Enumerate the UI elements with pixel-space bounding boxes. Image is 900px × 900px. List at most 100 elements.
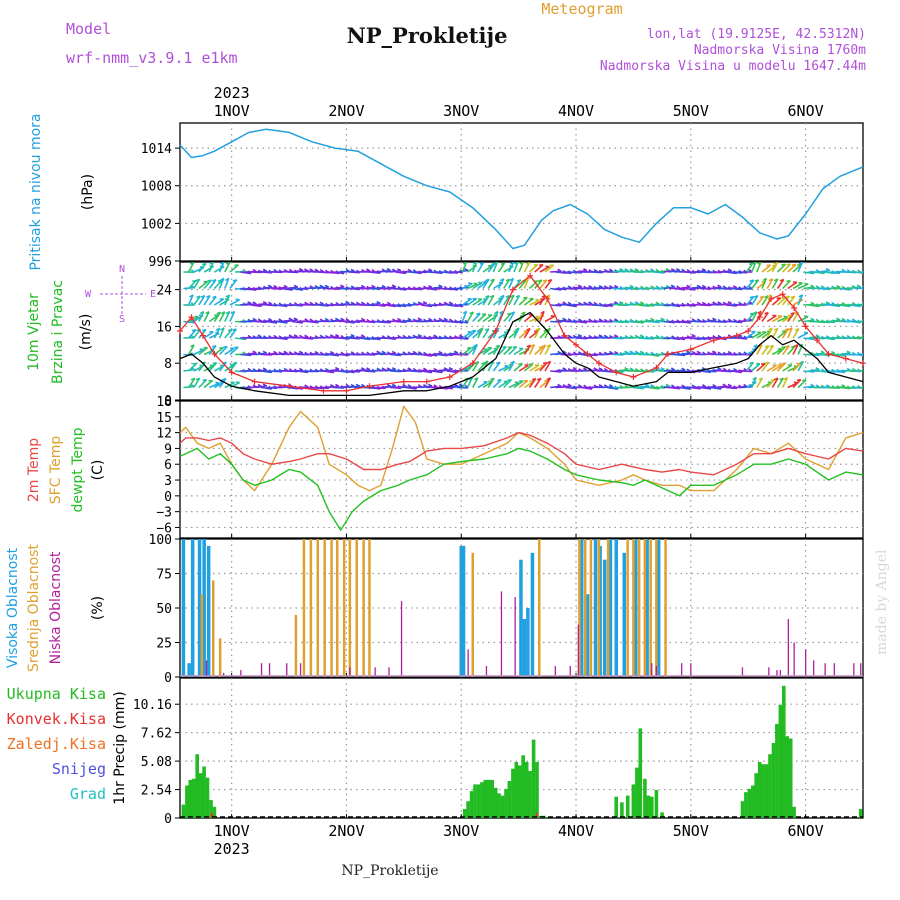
wind-barb-head [495, 344, 500, 348]
wind-barb-head [712, 350, 717, 354]
top-date-label-4: 5NOV [673, 102, 709, 120]
wind-barb-head [802, 379, 807, 382]
wind-barb-head [712, 384, 717, 388]
coordinates-label: lon,lat (19.9125E, 42.5312N) [647, 27, 866, 42]
wind-barb [529, 316, 540, 323]
wind-barb-head [681, 367, 686, 371]
wind-barb-head [521, 311, 526, 315]
wind-barb [787, 345, 796, 356]
wind-barb-head [717, 284, 722, 288]
wind-barb [224, 262, 231, 273]
wind-barb [208, 382, 220, 389]
wind-gust-marker [446, 374, 453, 380]
wind-barb-head [639, 301, 645, 305]
wind-barb [581, 386, 593, 390]
wind-barb-head [283, 350, 288, 354]
cloud-bar-high [526, 608, 530, 677]
temp-axis-title-1: 2m Temp [26, 438, 42, 502]
wind-barb-head [856, 284, 862, 288]
wind-barb-head [299, 367, 304, 372]
wind-barb-head [252, 301, 257, 305]
wind-barb-head [868, 286, 872, 288]
wind-barb [472, 330, 482, 339]
wind-barb [792, 282, 803, 290]
precip-bar [792, 806, 796, 818]
wind-barb-head [189, 294, 194, 298]
wind-barb [203, 379, 214, 389]
wind-barb-head [273, 350, 278, 355]
wind-barb-head [423, 367, 428, 371]
wind-barb-head [507, 346, 512, 349]
wind-barb-head [525, 262, 531, 265]
wind-barb [188, 329, 197, 339]
wind-barb [229, 279, 238, 289]
precip-bar [209, 800, 213, 818]
wind-barb-head [841, 317, 846, 322]
precip-bar [754, 773, 758, 818]
precip-bar [524, 762, 529, 818]
wind-barb [218, 378, 227, 388]
wind-barb [508, 262, 515, 273]
wind-barb-head [727, 268, 732, 272]
wind-gust-marker [779, 291, 786, 298]
cloud-bar-low [655, 666, 657, 677]
wind-barb-head [361, 301, 366, 305]
wind-barb-head [458, 383, 464, 387]
cloud-bar-low [467, 649, 469, 677]
wind-barb-head [825, 301, 831, 305]
wind-barb-head [624, 268, 629, 272]
cloud-bar-high [580, 539, 584, 677]
wind-barb [477, 362, 486, 372]
bottom-date-label-4: 5NOV [673, 822, 709, 840]
wind-barb-head [868, 304, 871, 307]
top-date-label-3: 4NOV [558, 102, 594, 120]
wind-barb-head [304, 318, 309, 322]
cloud-bar-mid [606, 539, 610, 677]
wind-barb [792, 379, 802, 389]
pressure-unit: (hPa) [80, 174, 96, 210]
cloud-unit: (%) [90, 596, 106, 620]
wind-barb [761, 345, 770, 355]
wind-barb-head [262, 383, 268, 387]
wind-barb-head [753, 295, 759, 299]
wind-barb [750, 377, 757, 388]
precip-bar [625, 795, 630, 818]
wind-barb [839, 304, 851, 308]
wind-barb [503, 312, 512, 323]
cloud-bar-high [593, 539, 598, 677]
wind-barb [797, 361, 805, 372]
cloud-bar-mid [212, 580, 215, 677]
wind-barb-head [562, 317, 567, 321]
conv-precip-bar-1 [535, 813, 538, 818]
wind-barb-head [535, 315, 540, 318]
wind-barb [208, 279, 217, 289]
wind-barb-head [515, 327, 520, 331]
wind-barb-head [761, 362, 766, 365]
wind-barb-head [428, 284, 433, 289]
wind-barb-head [215, 327, 221, 331]
wind-barb-head [309, 301, 314, 306]
wind-barb [776, 362, 786, 372]
wind-barb-head [283, 367, 288, 372]
wind-barb-head [790, 295, 795, 299]
wind-barb [544, 264, 555, 273]
wind-barb [218, 327, 225, 339]
cloud-bar-mid [330, 539, 333, 677]
wind-barb-head [743, 383, 748, 388]
wind-barb-head [686, 350, 691, 354]
wind-barb-head [366, 367, 371, 371]
wind-barb-head [268, 317, 273, 322]
wind-barb-head [433, 367, 438, 372]
wind-barb-head [225, 310, 230, 315]
ytick-label-pressure-3: 996 [149, 255, 172, 270]
wind-barb-head [319, 301, 325, 305]
wind-barb [198, 379, 208, 389]
wind-barb-head [485, 295, 490, 299]
wind-barb [679, 386, 691, 390]
wind-barb [218, 277, 225, 289]
wind-barb-head [767, 294, 772, 298]
wind-barb [534, 377, 542, 388]
wind-barb-head [433, 384, 438, 388]
wind-barb [503, 379, 512, 389]
wind-barb-head [273, 284, 278, 289]
